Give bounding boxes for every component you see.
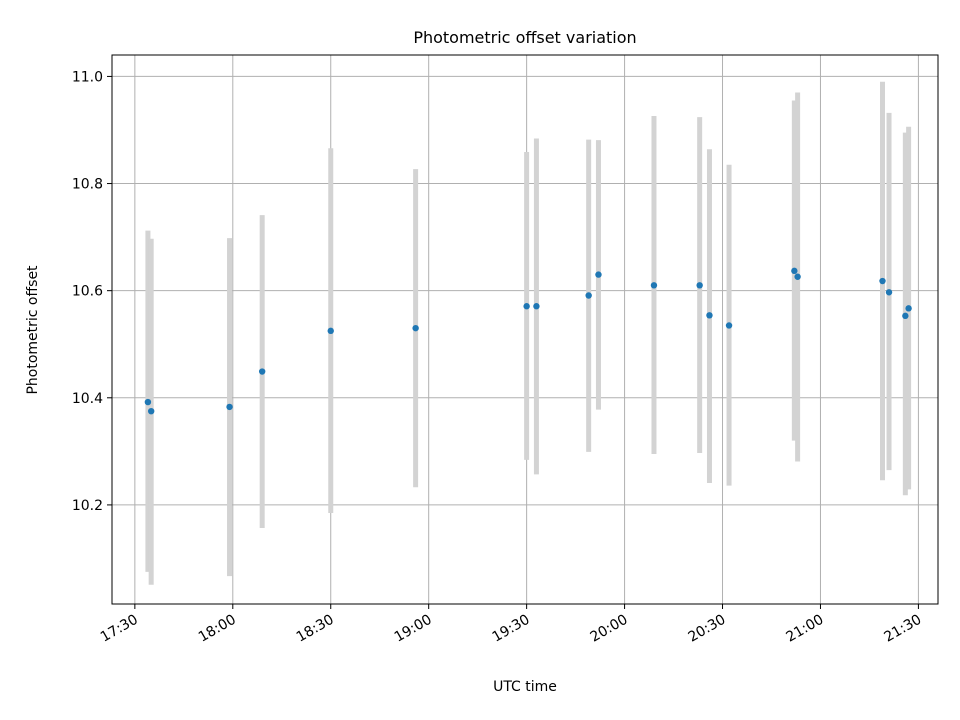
data-point bbox=[258, 368, 266, 375]
data-point bbox=[905, 305, 912, 312]
data-point bbox=[650, 282, 658, 289]
data-point bbox=[412, 324, 419, 332]
data-point bbox=[725, 322, 733, 329]
y-tick-label: 10.6 bbox=[72, 284, 103, 300]
data-point bbox=[226, 403, 233, 411]
y-tick-label: 10.8 bbox=[72, 177, 103, 193]
data-point bbox=[794, 273, 801, 280]
y-axis-label: Photometric offset bbox=[25, 265, 41, 395]
data-point bbox=[706, 312, 713, 319]
chart-title: Photometric offset variation bbox=[413, 28, 636, 47]
y-tick-label: 11.0 bbox=[72, 69, 103, 85]
plot-frame bbox=[111, 54, 939, 605]
data-point bbox=[327, 327, 334, 335]
data-point bbox=[791, 267, 798, 275]
data-point bbox=[885, 289, 893, 296]
y-axis-ticks: 10.2 10.4 10.6 10.8 11.0 bbox=[72, 69, 112, 514]
data-point bbox=[585, 292, 592, 299]
data-point bbox=[144, 398, 152, 406]
data-point bbox=[696, 282, 703, 289]
data-points bbox=[144, 267, 912, 415]
y-tick-label: 10.2 bbox=[72, 498, 103, 514]
data-point bbox=[533, 303, 540, 310]
data-point bbox=[523, 303, 530, 310]
data-point bbox=[595, 271, 602, 278]
data-point bbox=[902, 312, 909, 320]
data-point bbox=[147, 407, 155, 415]
y-tick-label: 10.4 bbox=[72, 391, 103, 407]
x-axis-label: UTC time bbox=[493, 679, 557, 695]
data-point bbox=[879, 277, 886, 285]
